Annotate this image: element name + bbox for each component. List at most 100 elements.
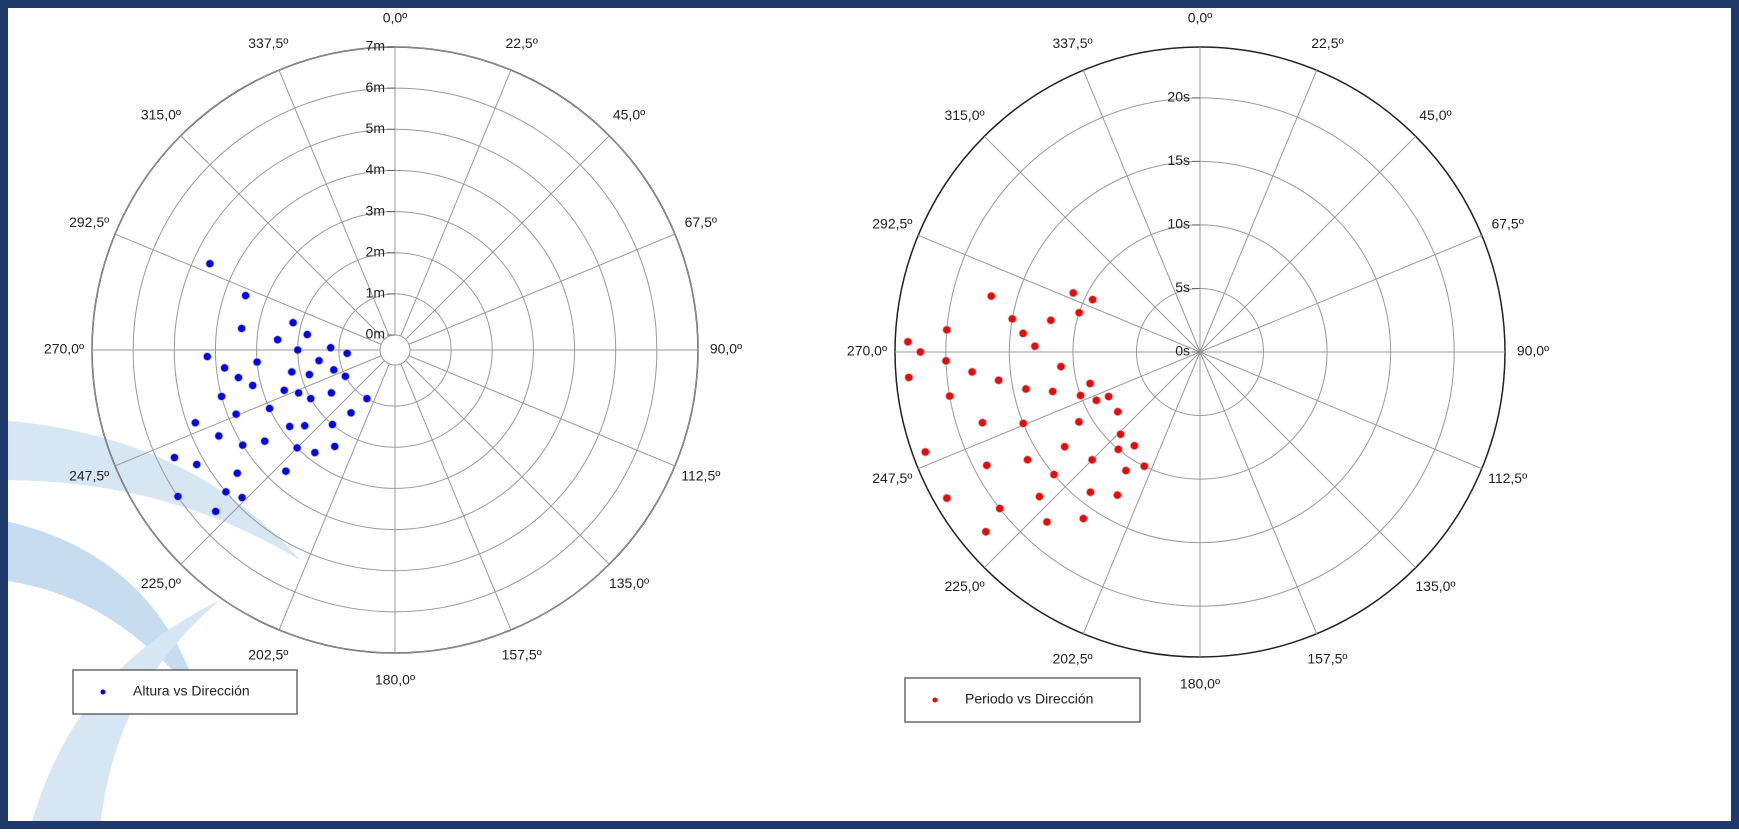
legend-label: Altura vs Dirección (133, 683, 250, 699)
data-point (1035, 493, 1043, 501)
data-point (218, 392, 226, 400)
angle-tick-label: 337,5º (248, 35, 288, 51)
data-point (295, 389, 303, 397)
data-point (307, 395, 315, 403)
data-point (1114, 408, 1122, 416)
data-point (327, 389, 335, 397)
data-point (1086, 488, 1094, 496)
data-point (212, 507, 220, 515)
radial-tick-label: 2m (366, 243, 385, 259)
radial-tick-label: 7m (366, 38, 385, 54)
radial-tick-label: 15s (1167, 152, 1190, 168)
data-point (341, 372, 349, 380)
data-point (280, 386, 288, 394)
angle-tick-label: 22,5º (1311, 35, 1343, 51)
data-point (1113, 491, 1121, 499)
data-point (1077, 391, 1085, 399)
data-point (203, 353, 211, 361)
data-point (233, 469, 241, 477)
angle-tick-label: 180,0º (1180, 676, 1220, 692)
data-point (1043, 518, 1051, 526)
data-point (1057, 363, 1065, 371)
data-point (1022, 385, 1030, 393)
data-point (987, 292, 995, 300)
radial-tick-label: 3m (366, 202, 385, 218)
radial-tick-label: 5s (1175, 279, 1190, 295)
data-point (327, 344, 335, 352)
radial-tick-label: 0s (1175, 343, 1190, 359)
angle-tick-label: 270,0º (847, 343, 887, 359)
data-point (234, 374, 242, 382)
data-point (331, 442, 339, 450)
data-point (1117, 430, 1125, 438)
data-point (232, 410, 240, 418)
data-point (1114, 445, 1122, 453)
data-point (221, 364, 229, 372)
data-point (193, 460, 201, 468)
screenshot: 0,0º22,5º45,0º67,5º90,0º112,5º135,0º157,… (0, 0, 1739, 829)
data-point (363, 395, 371, 403)
angle-tick-label: 315,0º (141, 107, 181, 123)
data-point (238, 324, 246, 332)
data-point (1089, 296, 1097, 304)
data-point (946, 392, 954, 400)
data-point (305, 371, 313, 379)
data-point (1105, 393, 1113, 401)
radial-tick-label: 5m (366, 120, 385, 136)
data-point (266, 405, 274, 413)
data-point (174, 492, 182, 500)
angle-tick-label: 22,5º (505, 35, 537, 51)
angle-tick-label: 0,0º (1188, 10, 1213, 26)
data-point (1050, 471, 1058, 479)
radial-tick-label: 1m (366, 285, 385, 301)
data-point (303, 331, 311, 339)
data-point (996, 504, 1004, 512)
angle-tick-label: 292,5º (69, 214, 109, 230)
radial-tick-label: 6m (366, 79, 385, 95)
data-point (1049, 387, 1057, 395)
data-point (943, 326, 951, 334)
angle-tick-label: 337,5º (1052, 35, 1092, 51)
data-point (206, 260, 214, 268)
angle-tick-label: 45,0º (1419, 107, 1451, 123)
angle-tick-label: 225,0º (944, 578, 984, 594)
data-point (293, 444, 301, 452)
data-point (921, 448, 929, 456)
radial-tick-label: 4m (366, 161, 385, 177)
angle-tick-label: 292,5º (872, 215, 912, 231)
data-point (904, 338, 912, 346)
angle-tick-label: 112,5º (681, 467, 720, 483)
data-point (274, 336, 282, 344)
data-point (1024, 456, 1032, 464)
data-point (282, 467, 290, 475)
data-point (222, 488, 230, 496)
data-point (249, 381, 257, 389)
data-point (253, 358, 261, 366)
angle-tick-label: 135,0º (609, 575, 649, 591)
radial-tick-label: 20s (1167, 89, 1190, 105)
data-point (1086, 380, 1094, 388)
angle-tick-label: 67,5º (685, 214, 717, 230)
angle-tick-label: 247,5º (69, 467, 109, 483)
radial-tick-label: 10s (1167, 216, 1190, 232)
data-point (289, 319, 297, 327)
data-point (286, 423, 294, 431)
data-point (315, 357, 323, 365)
data-point (1130, 442, 1138, 450)
angle-tick-label: 202,5º (248, 647, 288, 663)
data-point (239, 441, 247, 449)
angle-tick-label: 247,5º (872, 470, 912, 486)
data-point (1092, 396, 1100, 404)
data-point (343, 349, 351, 357)
angle-tick-label: 112,5º (1488, 470, 1527, 486)
data-point (1075, 309, 1083, 317)
data-point (215, 432, 223, 440)
angle-tick-label: 225,0º (141, 575, 181, 591)
data-point (1079, 515, 1087, 523)
data-point (1088, 456, 1096, 464)
angle-tick-label: 270,0º (44, 341, 84, 357)
data-point (1069, 289, 1077, 297)
data-point (288, 368, 296, 376)
data-point (983, 461, 991, 469)
angle-tick-label: 135,0º (1415, 578, 1455, 594)
